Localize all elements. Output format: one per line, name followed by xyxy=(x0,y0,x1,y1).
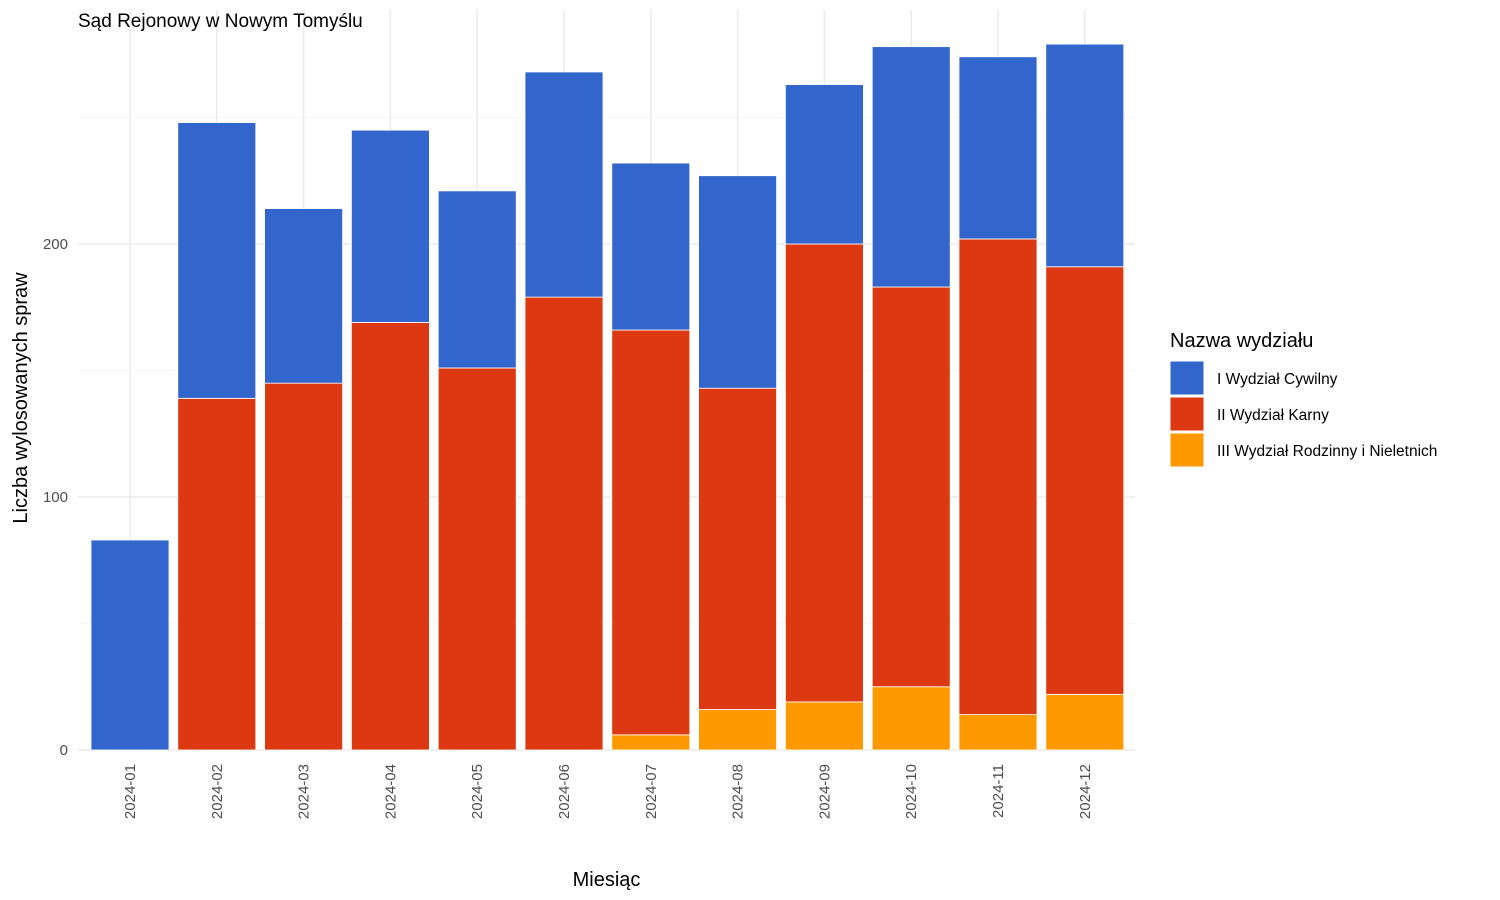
y-tick-label: 100 xyxy=(43,489,68,506)
legend: Nazwa wydziału I Wydział Cywilny II Wydzi… xyxy=(1169,330,1437,468)
bar-segment xyxy=(958,238,1038,715)
y-axis-title: Liczba wylosowanych spraw xyxy=(10,272,32,524)
bar-segment xyxy=(785,243,864,703)
legend-title: Nazwa wydziału xyxy=(1170,330,1313,352)
bar-segment xyxy=(785,84,864,245)
bar-segment xyxy=(437,190,517,369)
bar-segment xyxy=(785,701,864,751)
bar-segment xyxy=(264,382,344,751)
bar-segment xyxy=(1045,693,1125,751)
x-axis-title: Miesiąc xyxy=(573,869,641,891)
bar-segment xyxy=(871,686,951,751)
x-tick-label: 2024-11 xyxy=(990,764,1007,818)
bar-segment xyxy=(698,709,777,751)
bar-segment xyxy=(350,322,430,751)
x-tick-label: 2024-04 xyxy=(382,764,399,819)
bar-segment xyxy=(698,175,777,389)
x-tick-label: 2024-07 xyxy=(643,764,660,819)
x-tick-label: 2024-08 xyxy=(730,764,747,819)
bar-segment xyxy=(611,162,691,331)
legend-swatch xyxy=(1169,432,1205,468)
bar-segment xyxy=(177,122,257,399)
bar-segment xyxy=(958,56,1038,240)
x-tick-label: 2024-10 xyxy=(903,764,920,819)
x-tick-label: 2024-02 xyxy=(209,764,226,819)
legend-label: II Wydział Karny xyxy=(1217,407,1329,424)
bar-segment xyxy=(871,286,951,688)
x-tick-label: 2024-06 xyxy=(556,764,573,819)
legend-label: I Wydział Cywilny xyxy=(1217,371,1338,388)
x-tick-label: 2024-03 xyxy=(296,764,313,819)
legend-swatch xyxy=(1169,360,1205,396)
bar-segment xyxy=(437,367,517,751)
x-tick-label: 2024-12 xyxy=(1077,764,1094,819)
bar-segment xyxy=(611,329,691,736)
bar-segment xyxy=(524,296,604,751)
y-tick-label: 200 xyxy=(43,236,68,253)
bar-segment xyxy=(264,208,344,384)
bar-segment xyxy=(1045,43,1125,268)
x-axis-ticks: 2024-01 2024-02 2024-03 2024-04 2024-05 2024-… xyxy=(122,764,1094,819)
x-tick-label: 2024-09 xyxy=(816,764,833,819)
y-axis-ticks: 0 100 200 xyxy=(43,236,68,759)
chart-title: Sąd Rejonowy w Nowym Tomyślu xyxy=(78,11,363,32)
bar-segment xyxy=(524,71,604,298)
bar-segment xyxy=(611,734,691,751)
x-tick-label: 2024-05 xyxy=(469,764,486,819)
legend-label: III Wydział Rodzinny i Nieletnich xyxy=(1217,443,1437,460)
bar-segment xyxy=(177,397,257,751)
legend-swatch xyxy=(1169,396,1205,432)
bar-segment xyxy=(90,539,170,751)
y-tick-label: 0 xyxy=(60,742,68,759)
x-tick-label: 2024-01 xyxy=(122,764,139,819)
bar-segment xyxy=(698,387,777,710)
bar-segment xyxy=(871,46,951,288)
bar-segment xyxy=(958,714,1038,751)
bar-segment xyxy=(350,129,430,323)
bar-segment xyxy=(1045,266,1125,695)
bars xyxy=(90,43,1125,751)
